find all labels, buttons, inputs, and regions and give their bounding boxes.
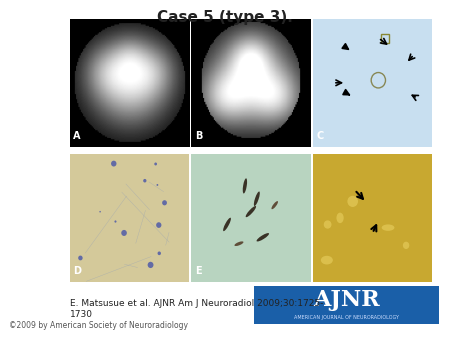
Ellipse shape (223, 218, 231, 231)
Circle shape (78, 256, 83, 260)
Text: B: B (195, 130, 202, 141)
Ellipse shape (403, 242, 410, 249)
Text: A: A (73, 130, 81, 141)
Circle shape (156, 222, 162, 228)
Ellipse shape (382, 224, 395, 231)
Circle shape (121, 230, 127, 236)
Ellipse shape (256, 233, 269, 241)
Ellipse shape (234, 241, 243, 246)
Circle shape (162, 200, 167, 206)
Ellipse shape (337, 213, 344, 223)
Ellipse shape (254, 191, 260, 206)
Circle shape (99, 211, 101, 213)
Ellipse shape (324, 220, 332, 228)
Circle shape (114, 220, 117, 223)
Ellipse shape (243, 178, 247, 193)
Text: D: D (73, 266, 81, 276)
Text: E: E (195, 266, 202, 276)
Text: AMERICAN JOURNAL OF NEURORADIOLOGY: AMERICAN JOURNAL OF NEURORADIOLOGY (294, 315, 399, 320)
Ellipse shape (246, 206, 256, 217)
Circle shape (158, 251, 161, 255)
Ellipse shape (347, 196, 358, 207)
Circle shape (148, 262, 153, 268)
Circle shape (111, 161, 117, 167)
Text: C: C (316, 130, 324, 141)
Bar (381, 34, 389, 43)
Text: Case 5 (type 3).: Case 5 (type 3). (157, 10, 293, 25)
Ellipse shape (271, 201, 278, 209)
Text: AJNR: AJNR (313, 289, 380, 311)
Text: E. Matsusue et al. AJNR Am J Neuroradiol 2009;30:1725-
1730: E. Matsusue et al. AJNR Am J Neuroradiol… (70, 299, 323, 318)
Circle shape (157, 184, 158, 186)
Ellipse shape (321, 256, 333, 264)
Circle shape (154, 163, 157, 165)
Circle shape (143, 179, 146, 183)
Text: ©2009 by American Society of Neuroradiology: ©2009 by American Society of Neuroradiol… (9, 320, 188, 330)
